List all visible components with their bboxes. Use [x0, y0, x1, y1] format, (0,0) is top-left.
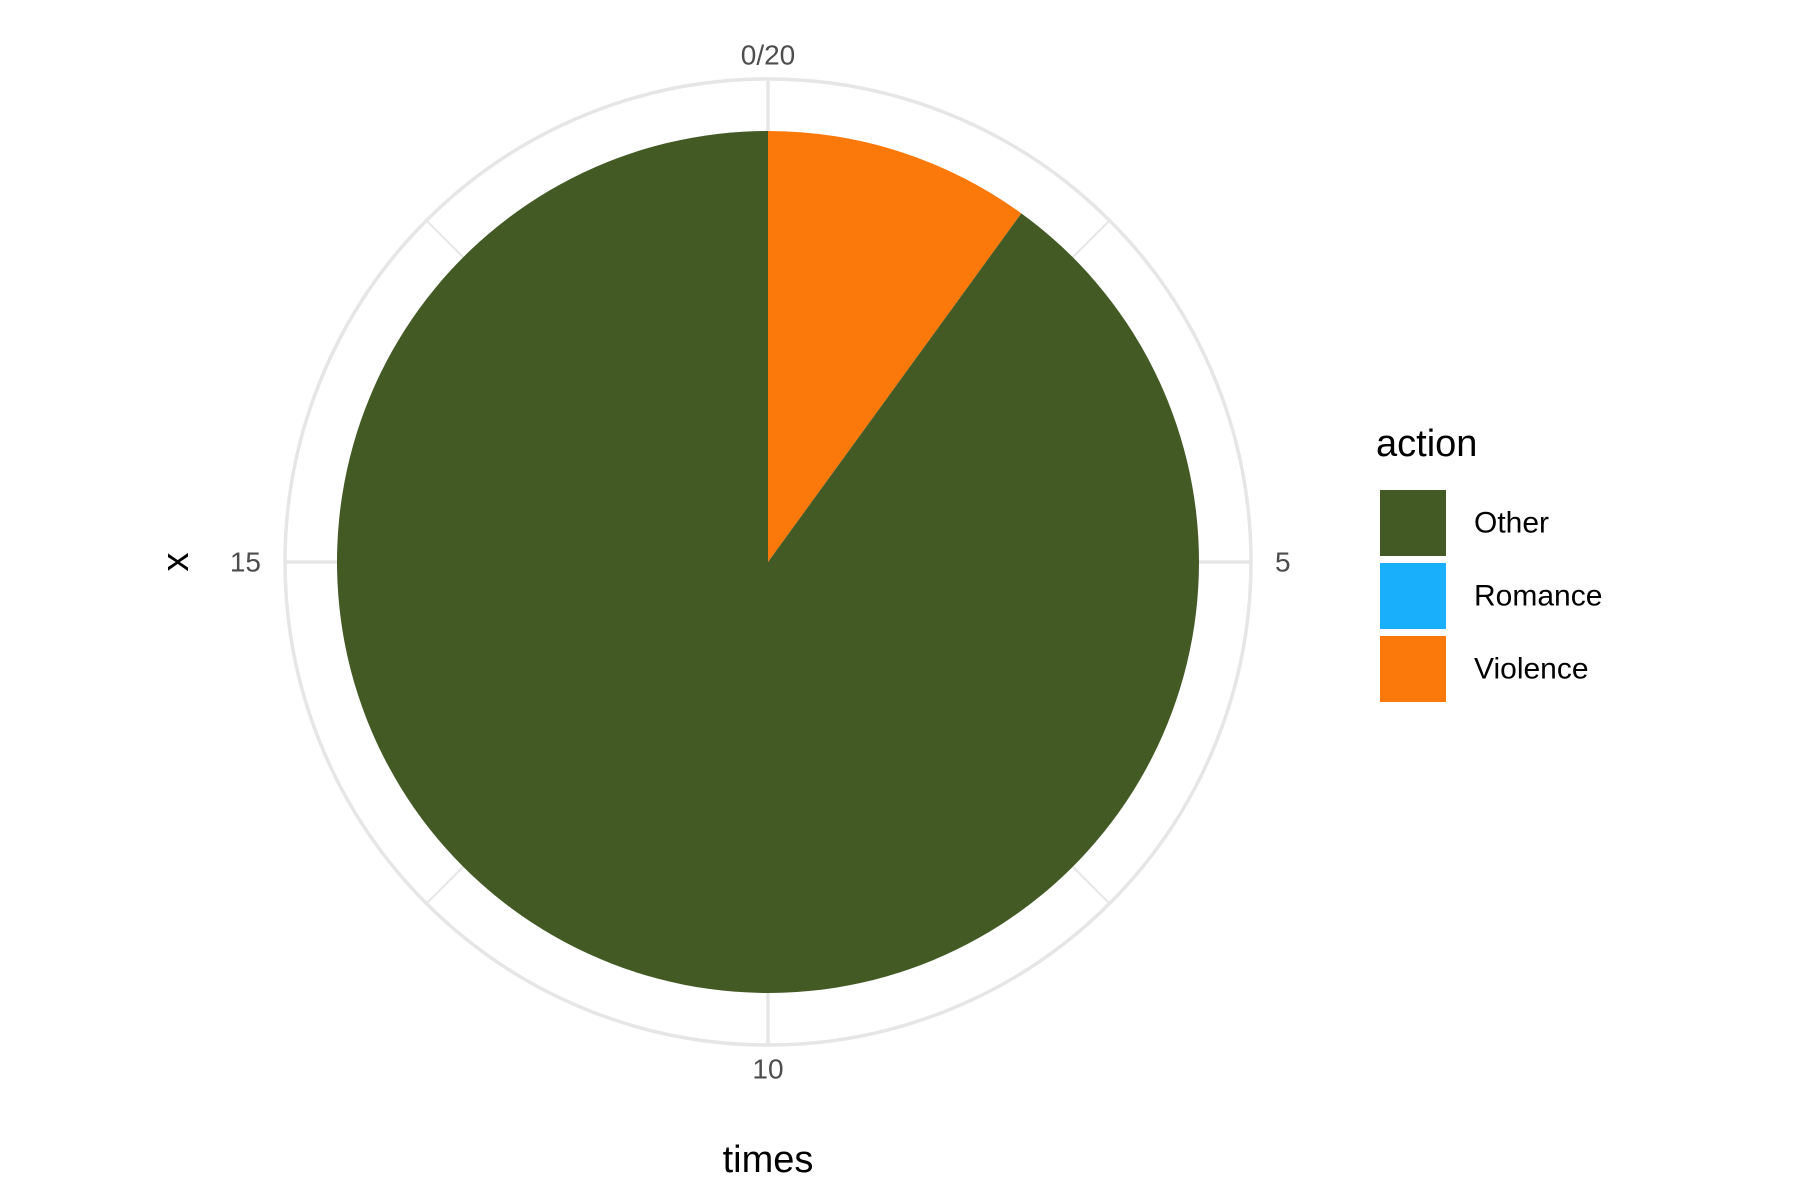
x-axis-title: times: [723, 1139, 814, 1181]
grid-spoke: [1072, 219, 1111, 258]
theta-tick-label: 10: [752, 1054, 783, 1085]
legend-key-romance: [1380, 563, 1446, 629]
polar-grid: [283, 77, 1253, 1047]
legend: action Other Romance Violence: [1376, 423, 1602, 702]
pie-slice-other: [337, 131, 1199, 993]
legend-label-violence: Violence: [1474, 653, 1589, 686]
pie-slices: [337, 131, 1199, 993]
pie-slice-violence: [768, 131, 1022, 562]
legend-key-other: [1380, 490, 1446, 556]
y-axis-title: x: [155, 553, 197, 572]
legend-label-romance: Romance: [1474, 580, 1602, 613]
grid-spoke: [425, 219, 464, 258]
grid-spoke: [425, 866, 464, 905]
legend-title: action: [1376, 423, 1477, 465]
grid-spoke: [1072, 866, 1111, 905]
theta-tick-label: 15: [230, 547, 261, 578]
legend-label-other: Other: [1474, 507, 1549, 540]
theta-tick-label: 5: [1275, 547, 1291, 578]
theta-tick-label: 0/20: [741, 40, 796, 71]
theta-tick-labels: 0/20 5 10 15: [230, 40, 1291, 1085]
legend-key-violence: [1380, 636, 1446, 702]
